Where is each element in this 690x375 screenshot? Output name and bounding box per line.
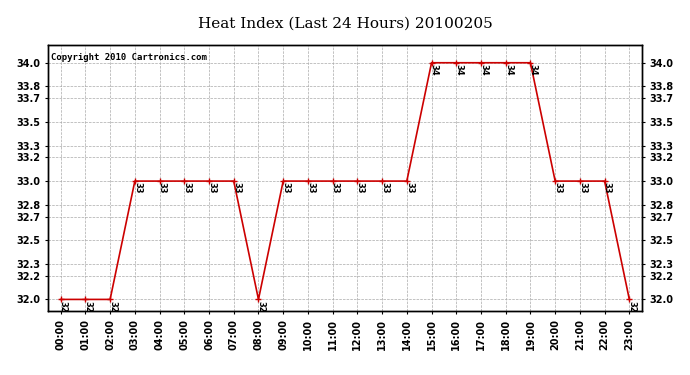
Text: 33: 33 [578,183,587,194]
Text: 33: 33 [282,183,290,194]
Text: 33: 33 [380,183,389,194]
Text: 34: 34 [455,64,464,76]
Text: 33: 33 [232,183,241,194]
Text: 32: 32 [257,301,266,312]
Text: 33: 33 [207,183,216,194]
Text: 33: 33 [603,183,612,194]
Text: 33: 33 [355,183,364,194]
Text: 34: 34 [430,64,439,76]
Text: Heat Index (Last 24 Hours) 20100205: Heat Index (Last 24 Hours) 20100205 [197,17,493,31]
Text: 33: 33 [306,183,315,194]
Text: 33: 33 [133,183,142,194]
Text: 34: 34 [529,64,538,76]
Text: 32: 32 [83,301,92,312]
Text: Copyright 2010 Cartronics.com: Copyright 2010 Cartronics.com [51,53,207,62]
Text: 32: 32 [59,301,68,312]
Text: 33: 33 [405,183,414,194]
Text: 33: 33 [331,183,340,194]
Text: 34: 34 [480,64,489,76]
Text: 33: 33 [183,183,192,194]
Text: 33: 33 [553,183,562,194]
Text: 32: 32 [108,301,117,312]
Text: 34: 34 [504,64,513,76]
Text: 32: 32 [628,301,637,312]
Text: 33: 33 [158,183,167,194]
